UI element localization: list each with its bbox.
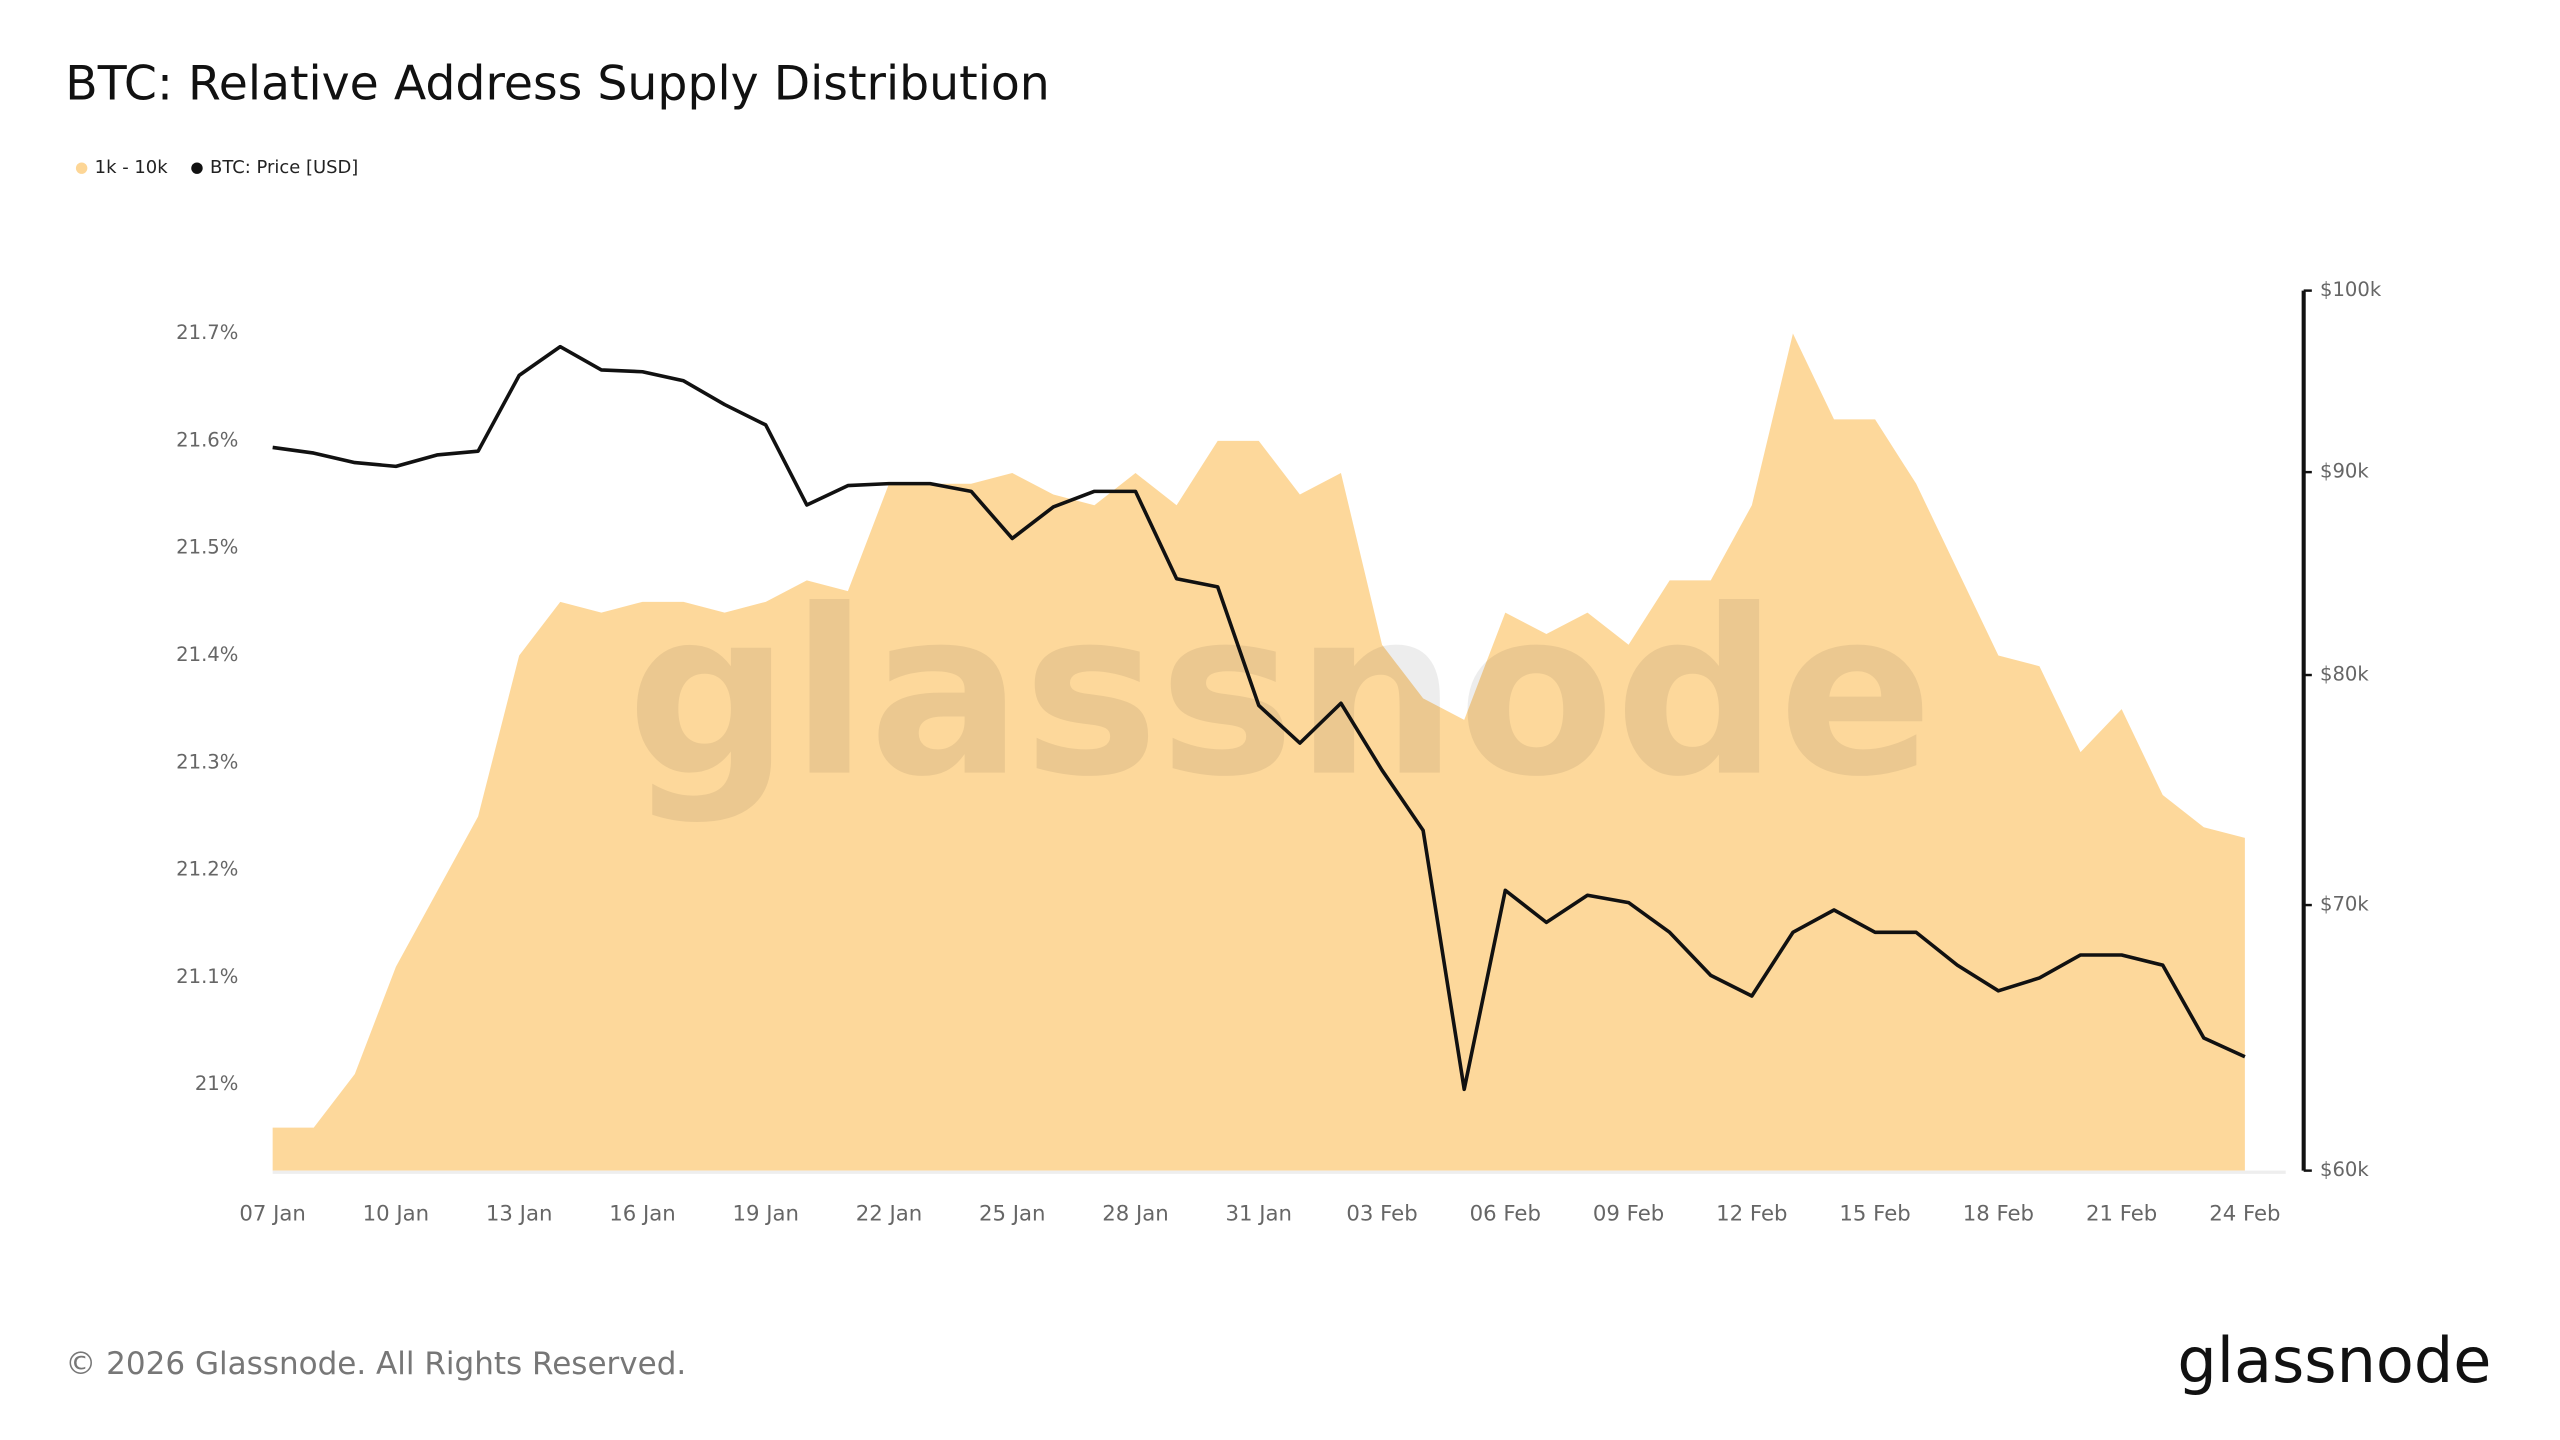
y-tick-label: 21% (195, 1072, 239, 1095)
y2-tick-label: $80k (2320, 663, 2369, 686)
x-tick-label: 03 Feb (1346, 1202, 1417, 1227)
y-tick-label: 21.7% (176, 321, 238, 344)
x-tick-label: 22 Jan (856, 1202, 922, 1227)
logo: glassnode (2177, 1324, 2491, 1397)
x-tick-label: 09 Feb (1593, 1202, 1664, 1227)
chart-title: BTC: Relative Address Supply Distributio… (65, 57, 1050, 112)
y-tick-label: 21.2% (176, 858, 238, 881)
x-tick-label: 28 Jan (1102, 1202, 1168, 1227)
line (272, 344, 2246, 1092)
y-tick-label: 21.1% (176, 965, 238, 988)
x-tick-label: 24 Feb (2209, 1202, 2280, 1227)
x-tick-label: 25 Jan (979, 1202, 1045, 1227)
y-tick-label: 21.3% (176, 750, 238, 773)
legend-label: 1k - 10k (95, 157, 169, 178)
legend-label: BTC: Price [USD] (210, 157, 358, 178)
x-tick-label: 13 Jan (486, 1202, 552, 1227)
x-tick-label: 07 Jan (239, 1202, 305, 1227)
x-tick-label: 21 Feb (2086, 1202, 2157, 1227)
y2-tick-label: $100k (2320, 278, 2382, 301)
legend-marker (75, 162, 88, 174)
y2-tick-label: $70k (2320, 893, 2369, 916)
x-tick-label: 31 Jan (1226, 1202, 1292, 1227)
y2-tick-label: $60k (2320, 1158, 2369, 1181)
x-tick-label: 18 Feb (1963, 1202, 2034, 1227)
y-tick-label: 21.6% (176, 428, 238, 451)
x-tick-label: 19 Jan (732, 1202, 798, 1227)
legend-marker (191, 162, 203, 174)
y-tick-label: 21.4% (176, 643, 238, 666)
x-tick-label: 15 Feb (1839, 1202, 1910, 1227)
footer: © 2026 Glassnode. All Rights Reserved. (65, 1346, 686, 1382)
watermark: glassnode (627, 561, 1934, 827)
x-tick-label: 16 Jan (609, 1202, 675, 1227)
y2-tick-label: $90k (2320, 460, 2369, 483)
y-tick-label: 21.5% (176, 536, 238, 559)
x-tick-label: 10 Jan (363, 1202, 429, 1227)
x-tick-label: 12 Feb (1716, 1202, 1787, 1227)
x-tick-label: 06 Feb (1470, 1202, 1541, 1227)
area (272, 333, 2245, 1171)
